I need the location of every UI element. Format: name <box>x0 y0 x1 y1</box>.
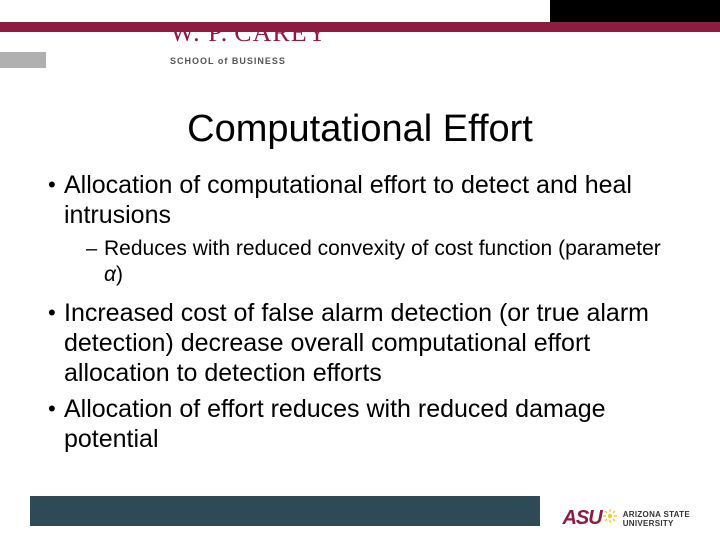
bullet-text: Allocation of effort reduces with reduce… <box>64 394 678 454</box>
asu-university-text: ARIZONA STATE UNIVERSITY <box>623 510 690 528</box>
top-black-bar <box>550 0 720 22</box>
slide-body: • Allocation of computational effort to … <box>48 170 678 460</box>
slide-title: Computational Effort <box>0 108 720 151</box>
bullet-text-italic: α <box>104 263 116 286</box>
school-of-business-label: SCHOOL of BUSINESS <box>170 56 286 66</box>
bullet-dot-icon: • <box>48 394 64 424</box>
bullet-level1: • Allocation of effort reduces with redu… <box>48 394 678 454</box>
logo-carey-text: CAREY <box>234 18 327 48</box>
bullet-text: Reduces with reduced convexity of cost f… <box>104 236 678 288</box>
asu-logo: ASU ARIZON <box>562 507 690 530</box>
maroon-bar <box>0 22 720 32</box>
asu-mark-text: ASU <box>562 507 601 530</box>
bullet-level2: – Reduces with reduced convexity of cost… <box>86 236 678 288</box>
bullet-dot-icon: • <box>48 170 64 200</box>
logo-wp-text: W. P. <box>170 18 228 48</box>
gray-block <box>0 52 46 68</box>
asu-line2: UNIVERSITY <box>623 519 690 528</box>
bullet-dash-icon: – <box>86 236 104 262</box>
bullet-dot-icon: • <box>48 298 64 328</box>
bullet-level1: • Allocation of computational effort to … <box>48 170 678 230</box>
slide: W. P. CAREY SCHOOL of BUSINESS Computati… <box>0 0 720 540</box>
wp-carey-logo: W. P. CAREY <box>170 18 327 48</box>
sunburst-icon <box>603 509 617 528</box>
bullet-text-suffix: ) <box>116 263 123 286</box>
bullet-text-prefix: Reduces with reduced convexity of cost f… <box>104 237 661 260</box>
bullet-level1: • Increased cost of false alarm detectio… <box>48 298 678 388</box>
asu-line1: ARIZONA STATE <box>623 510 690 519</box>
bullet-text: Increased cost of false alarm detection … <box>64 298 678 388</box>
bullet-text: Allocation of computational effort to de… <box>64 170 678 230</box>
footer-bar <box>30 496 540 526</box>
